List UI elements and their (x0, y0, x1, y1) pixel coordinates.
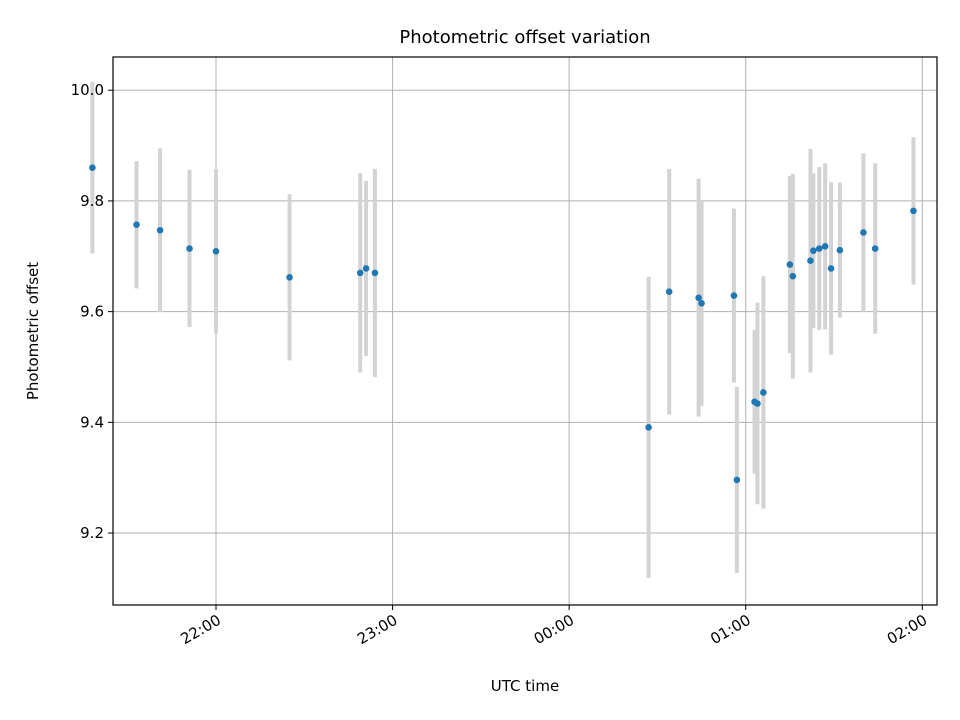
data-point (871, 245, 879, 252)
data-point (156, 226, 164, 234)
data-point (645, 424, 652, 431)
data-point (860, 229, 867, 236)
data-point (821, 243, 829, 250)
data-point (786, 261, 794, 268)
data-point (910, 207, 917, 215)
data-point (810, 247, 817, 255)
y-axis-title: Photometric offset (24, 262, 42, 400)
chart-title: Photometric offset variation (399, 27, 650, 48)
data-point (89, 164, 96, 172)
data-point (286, 274, 293, 281)
data-point (212, 247, 220, 255)
data-point (807, 257, 814, 265)
data-point (760, 389, 767, 396)
data-point (356, 269, 364, 277)
plot-area-frame (112, 56, 938, 606)
data-point (362, 265, 370, 272)
data-point (827, 265, 835, 272)
data-point (186, 245, 193, 252)
data-point (730, 292, 738, 299)
data-point (371, 269, 379, 277)
data-point (754, 400, 761, 407)
x-axis-title: UTC time (491, 677, 559, 695)
data-point (665, 288, 673, 295)
y-tick-label: 9.6 (80, 303, 104, 321)
y-tick-label: 9.4 (80, 413, 104, 431)
data-point (836, 246, 844, 254)
grid (113, 57, 937, 605)
y-tick-label: 9.2 (80, 524, 104, 542)
data-point (695, 294, 702, 302)
data-point (133, 221, 140, 229)
data-point (789, 272, 797, 280)
y-tick-label: 9.8 (80, 192, 104, 210)
data-point (698, 300, 705, 307)
data-points (89, 164, 917, 484)
y-tick-label: 10.0 (71, 81, 104, 99)
data-point (815, 245, 823, 252)
data-point (733, 476, 741, 484)
